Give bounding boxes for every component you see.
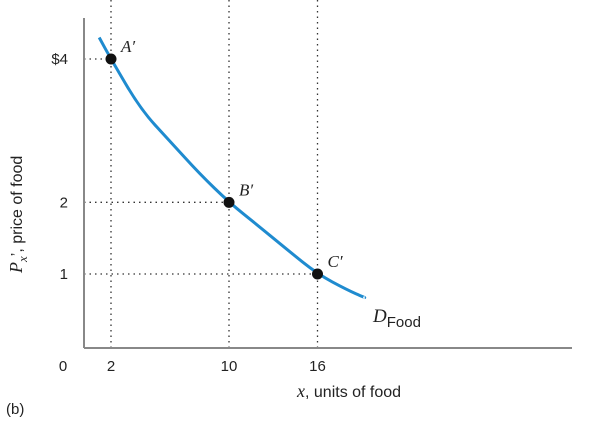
- x-tick-label: 2: [107, 358, 115, 375]
- x-axis-label: x, units of food: [296, 381, 401, 401]
- demand-curve: [97, 36, 367, 300]
- point-marker: [312, 268, 323, 280]
- y-tick-label: $4: [51, 51, 68, 68]
- x-tick-label: 16: [309, 358, 326, 375]
- tick-labels: 2 $4 10 2 16 1: [51, 51, 326, 375]
- point-label: C′: [328, 252, 343, 271]
- data-points: A′ B′ C′: [105, 37, 343, 280]
- series-label: DFood: [372, 306, 421, 331]
- x-tick-label: 10: [221, 358, 238, 375]
- point-label: A′: [120, 37, 135, 56]
- point-marker: [223, 196, 235, 208]
- y-tick-label: 1: [60, 266, 68, 283]
- panel-label: (b): [6, 401, 24, 418]
- point-marker: [105, 53, 117, 65]
- y-tick-label: 2: [60, 194, 68, 211]
- origin-label: 0: [59, 358, 67, 375]
- y-axis-label: Px’, price of food: [6, 156, 30, 274]
- point-label: B′: [239, 180, 253, 199]
- series-name-sub: Food: [387, 314, 421, 331]
- series-name: D: [372, 306, 387, 327]
